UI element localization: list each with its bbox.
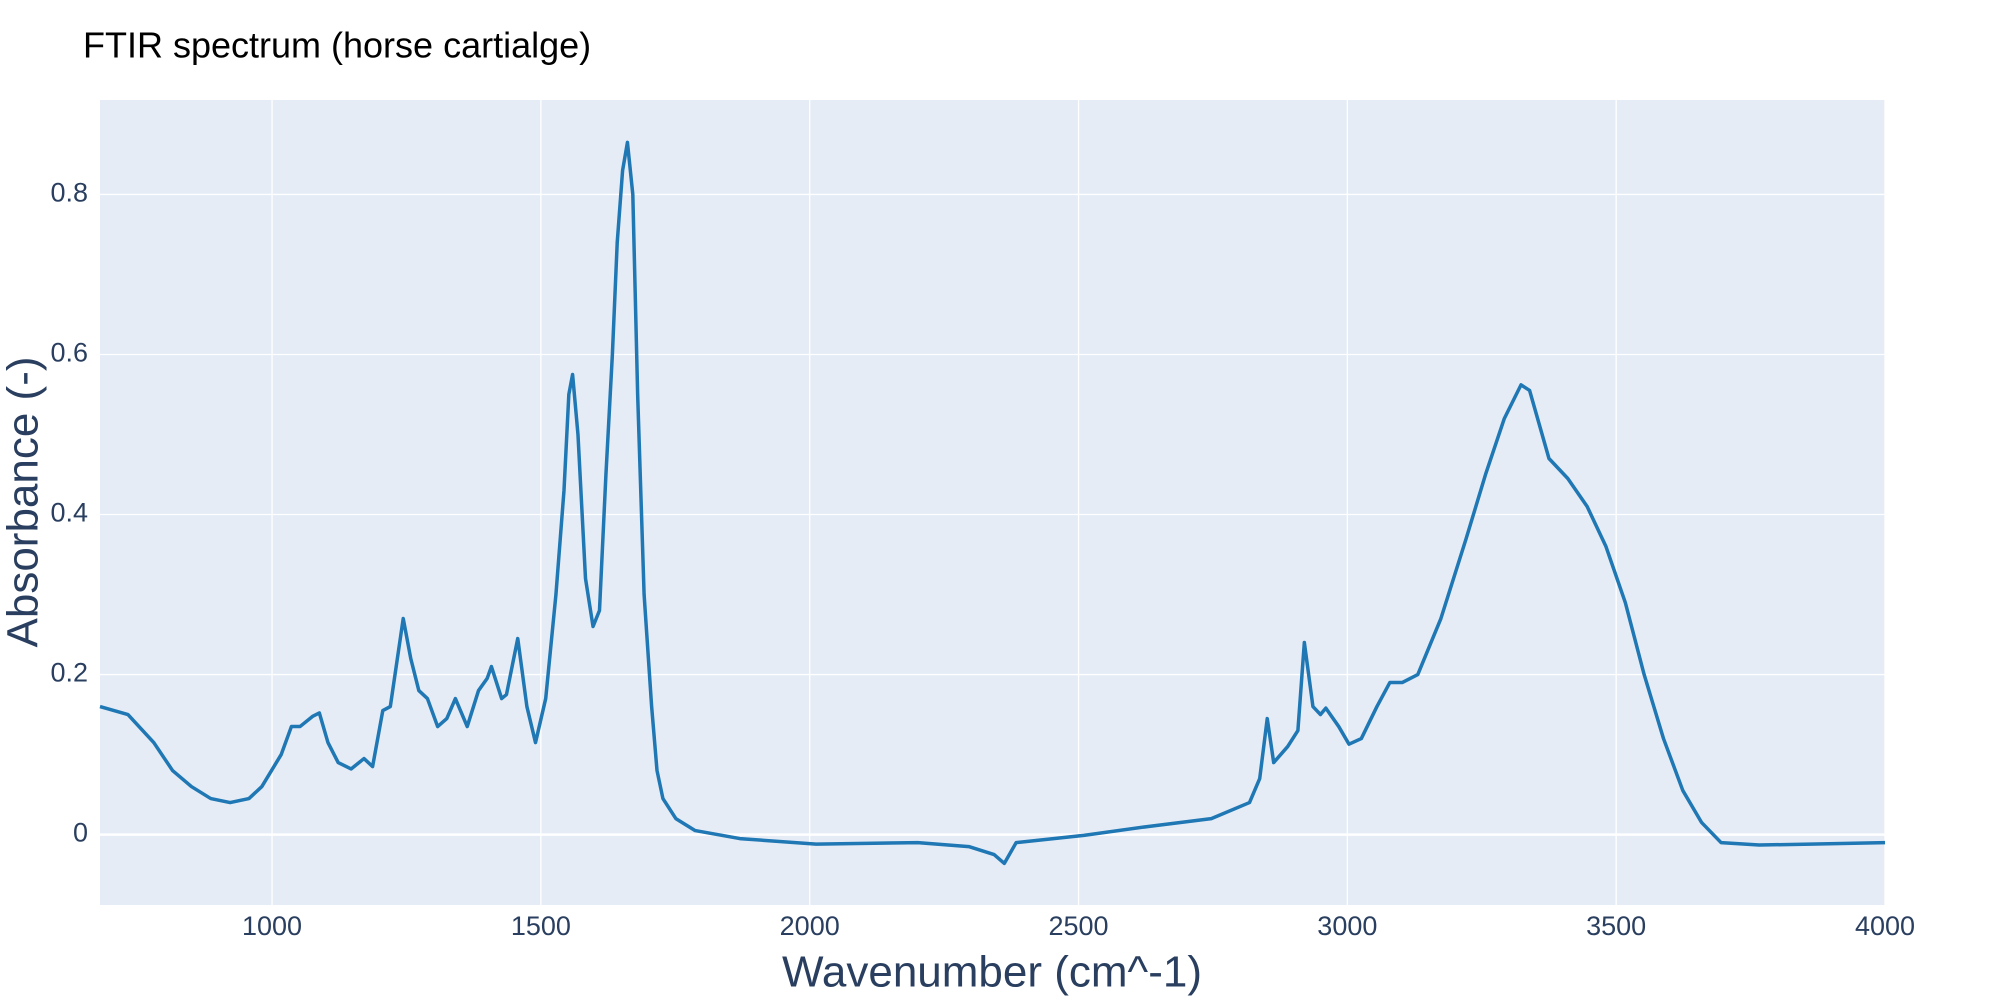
y-axis-title: Absorbance (-) [0,356,48,647]
spectrum-line [99,140,1886,866]
plot-area [100,100,1885,905]
x-tick-label: 1000 [242,911,302,941]
x-tick-label: 1500 [511,911,571,941]
y-tick-label: 0.8 [50,178,88,208]
x-tick-label: 2500 [1048,911,1108,941]
y-tick-label: 0 [73,818,88,848]
y-tick-label: 0.2 [50,658,88,688]
x-tick-label: 4000 [1855,911,1915,941]
y-tick-label: 0.6 [50,338,88,368]
y-tick-label: 0.4 [50,498,88,528]
chart-title: FTIR spectrum (horse cartialge) [83,25,591,66]
x-axis-title: Wavenumber (cm^-1) [782,948,1202,997]
x-tick-label: 3000 [1317,911,1377,941]
grid [100,100,1886,905]
x-tick-label: 2000 [780,911,840,941]
marks [99,140,1886,866]
x-tick-label: 3500 [1586,911,1646,941]
